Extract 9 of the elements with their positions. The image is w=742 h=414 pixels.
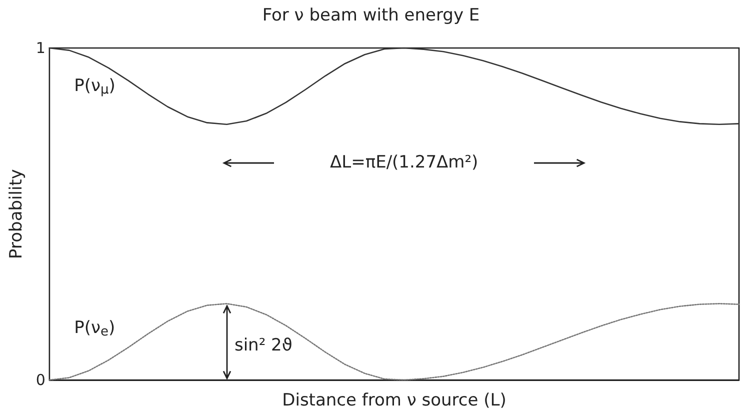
line-series bbox=[48, 302, 740, 381]
x-axis-title: Distance from ν source (L) bbox=[282, 390, 506, 410]
annotation: ΔL=πE/(1.27Δm²) bbox=[330, 152, 478, 173]
line-series bbox=[48, 47, 740, 126]
chart-title: For ν beam with energy E bbox=[262, 6, 480, 26]
y-tick-label: 0 bbox=[36, 371, 46, 389]
annotation: sin² 2ϑ bbox=[234, 336, 292, 356]
y-axis-title: Probability bbox=[6, 169, 26, 259]
y-tick-label: 1 bbox=[36, 39, 46, 57]
